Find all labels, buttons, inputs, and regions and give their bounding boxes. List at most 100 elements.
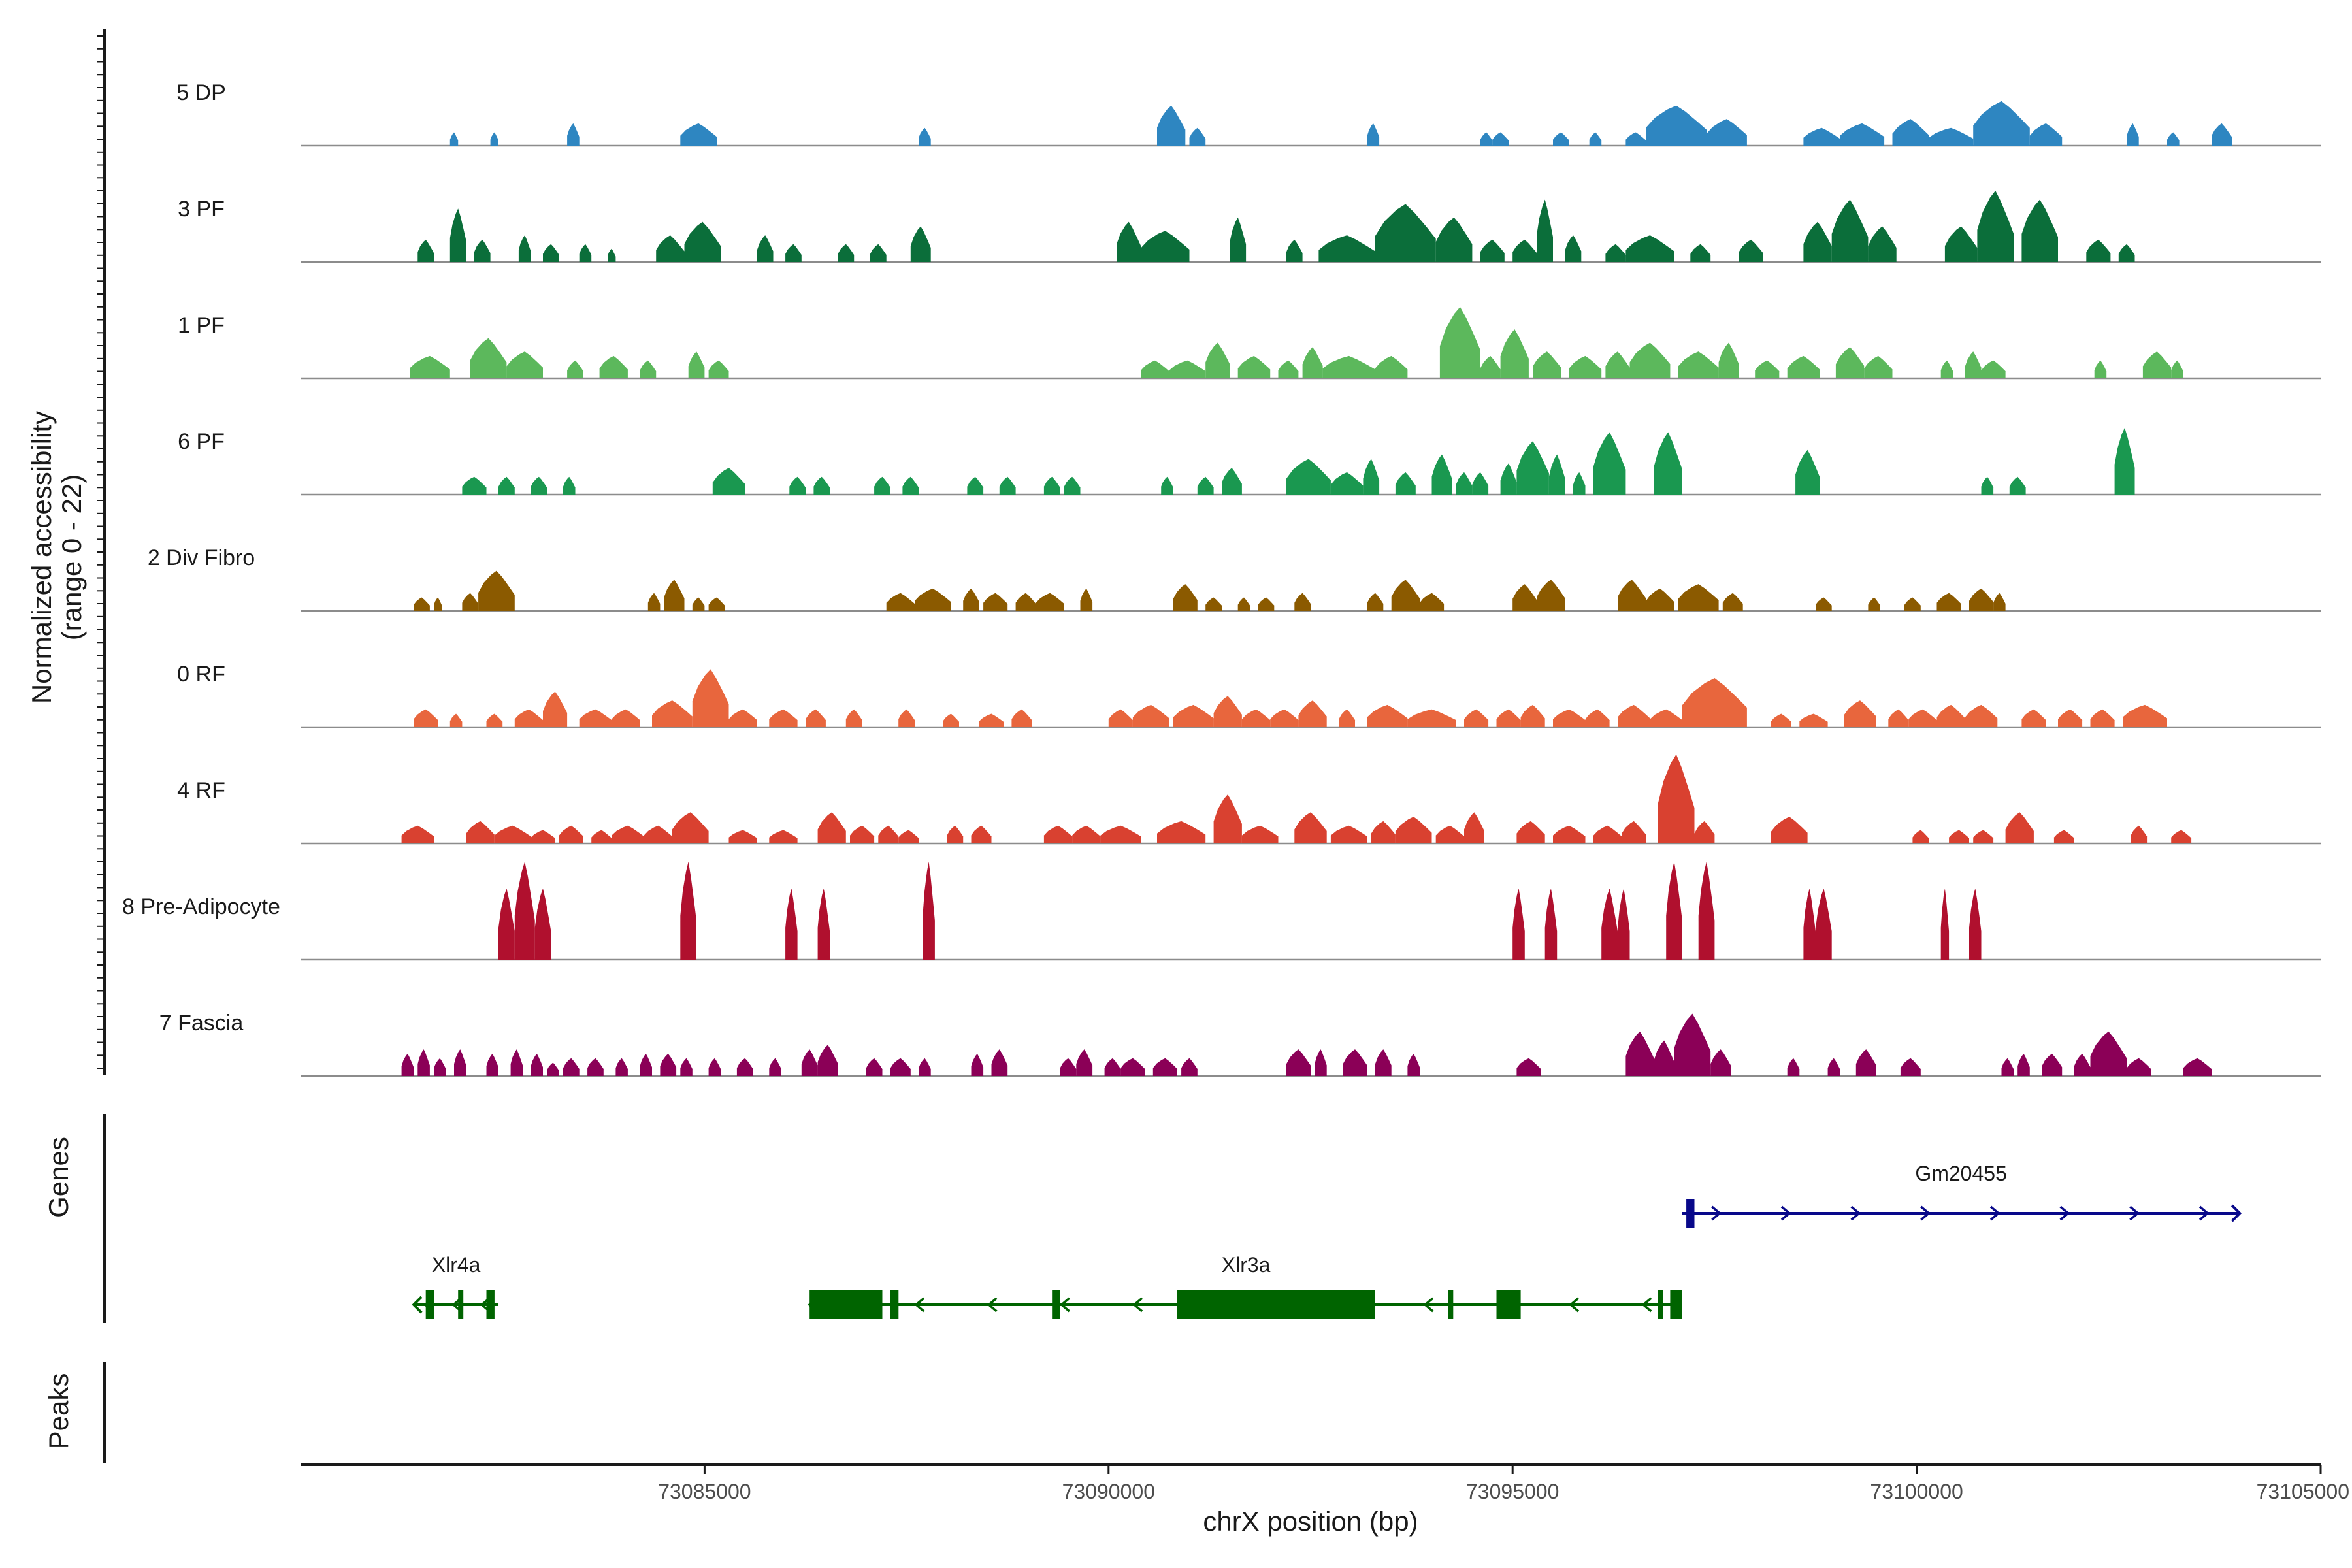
gene-strand-arrow bbox=[1641, 1297, 1652, 1313]
coverage-peak bbox=[1395, 817, 1432, 843]
coverage-peak bbox=[2090, 1031, 2127, 1076]
gene-strand-arrow bbox=[1780, 1205, 1791, 1221]
coverage-peak bbox=[1840, 123, 1885, 146]
coverage-peak bbox=[1537, 580, 1565, 611]
coverage-peak bbox=[1585, 709, 1610, 727]
coverage-peak bbox=[1888, 709, 1909, 727]
coverage-peak bbox=[1816, 888, 1832, 960]
coverage-peak bbox=[1294, 593, 1311, 611]
coverage-peak bbox=[531, 1053, 543, 1076]
coverage-peak bbox=[2042, 1053, 2063, 1076]
coverage-peak bbox=[506, 351, 543, 378]
coverage-peak bbox=[1181, 1058, 1198, 1076]
coverage-peak bbox=[1936, 704, 1965, 727]
coverage-peak bbox=[612, 709, 640, 727]
coverage-peak bbox=[813, 476, 830, 495]
coverage-peak bbox=[591, 830, 612, 843]
coverage-peak bbox=[1940, 888, 1950, 960]
coverage-peak bbox=[2086, 239, 2111, 262]
coverage-peak bbox=[1981, 360, 2006, 378]
coverage-peak bbox=[1500, 329, 1529, 378]
coverage-peak bbox=[1431, 454, 1452, 495]
track-label: 8 Pre-Adipocyte bbox=[122, 894, 280, 919]
coverage-peak bbox=[1864, 355, 1893, 378]
coverage-peak bbox=[2212, 123, 2232, 146]
coverage-peak bbox=[708, 360, 729, 378]
coverage-peak bbox=[1302, 347, 1323, 378]
coverage-peak bbox=[2118, 244, 2135, 262]
coverage-peak bbox=[563, 1058, 580, 1076]
gene-strand-arrow bbox=[1060, 1297, 1070, 1313]
coverage-peak bbox=[684, 221, 721, 262]
coverage-peak bbox=[2183, 1058, 2212, 1076]
coverage-peak bbox=[728, 830, 757, 843]
coverage-peak bbox=[1787, 1058, 1800, 1076]
coverage-peak bbox=[1205, 597, 1222, 611]
coverage-peak bbox=[1565, 235, 1582, 262]
coverage-peak bbox=[417, 1049, 430, 1076]
coverage-peak bbox=[1072, 825, 1101, 843]
coverage-peak bbox=[1618, 704, 1650, 727]
coverage-peak bbox=[1060, 1058, 1077, 1076]
coverage-peak bbox=[498, 476, 515, 495]
coverage-peak bbox=[1222, 468, 1242, 495]
gene-xlr4a: Xlr4a bbox=[412, 1253, 499, 1319]
coverage-peak bbox=[1771, 713, 1791, 727]
coverage-peak bbox=[531, 830, 555, 843]
coverage-peak bbox=[1407, 1053, 1420, 1076]
coverage-peak bbox=[1043, 825, 1073, 843]
gene-label: Xlr4a bbox=[432, 1253, 481, 1277]
coverage-peak bbox=[692, 669, 729, 727]
coverage-peak bbox=[1420, 593, 1445, 611]
x-tick-label: 73085000 bbox=[658, 1480, 751, 1503]
coverage-peak bbox=[543, 691, 568, 727]
coverage-peak bbox=[1707, 119, 1747, 146]
coverage-peak bbox=[1298, 700, 1327, 727]
coverage-peak bbox=[898, 709, 915, 727]
coverage-peak bbox=[1553, 709, 1586, 727]
coverage-peak bbox=[664, 580, 685, 611]
coverage-peak bbox=[757, 235, 774, 262]
coverage-peak bbox=[531, 476, 547, 495]
coverage-peak bbox=[1569, 355, 1602, 378]
coverage-peak bbox=[1407, 709, 1456, 727]
coverage-peak bbox=[1548, 454, 1565, 495]
coverage-peak bbox=[567, 360, 583, 378]
coverage-peak bbox=[1977, 190, 2014, 262]
coverage-peak bbox=[1169, 360, 1206, 378]
coverage-peak bbox=[1799, 713, 1828, 727]
coverage-peak bbox=[2021, 709, 2046, 727]
coverage-peak bbox=[2171, 830, 2192, 843]
coverage-peak bbox=[1533, 351, 1561, 378]
coverage-peak bbox=[1944, 226, 1978, 262]
coverage-peak bbox=[1940, 360, 1953, 378]
coverage-peak bbox=[1973, 101, 2030, 146]
coverage-peak bbox=[1464, 709, 1489, 727]
coverage-peak bbox=[1492, 132, 1509, 146]
coverage-peak bbox=[2053, 830, 2074, 843]
coverage-peak bbox=[886, 593, 915, 611]
gene-strand-arrow bbox=[1711, 1205, 1722, 1221]
coverage-peak bbox=[991, 1049, 1008, 1076]
coverage-peak bbox=[1117, 221, 1141, 262]
coverage-peak bbox=[1544, 888, 1558, 960]
coverage-peak bbox=[1141, 231, 1190, 262]
coverage-peak bbox=[410, 355, 450, 378]
coverage-peak bbox=[563, 476, 576, 495]
coverage-peak bbox=[1435, 825, 1464, 843]
coverage-peak bbox=[769, 830, 798, 843]
coverage-peak bbox=[1375, 355, 1408, 378]
coverage-peak bbox=[919, 127, 931, 146]
x-tick-label: 73105000 bbox=[2257, 1480, 2349, 1503]
gene-strand-arrow bbox=[1423, 1297, 1434, 1313]
coverage-peak bbox=[1803, 221, 1832, 262]
coverage-peak bbox=[434, 1058, 446, 1076]
coverage-peak bbox=[708, 1058, 721, 1076]
coverage-peak bbox=[401, 1053, 414, 1076]
gene-exon bbox=[1670, 1290, 1682, 1319]
coverage-peak bbox=[1015, 593, 1036, 611]
track-1-pf: 1 PF bbox=[178, 306, 2321, 380]
coverage-peak bbox=[1141, 360, 1169, 378]
coverage-peak bbox=[1152, 1058, 1177, 1076]
coverage-peak bbox=[1330, 472, 1364, 495]
